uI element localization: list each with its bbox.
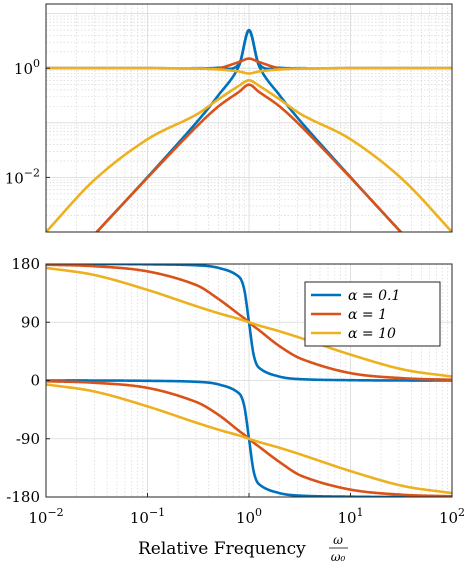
magnitude-y-tick-label: 100 xyxy=(14,57,40,78)
magnitude-series xyxy=(46,28,452,232)
magnitude-grid xyxy=(45,4,452,233)
series-line--10-low xyxy=(46,79,452,232)
x-tick-label: 102 xyxy=(439,506,465,527)
series-line--10-high xyxy=(46,66,452,75)
legend: α = 0.1 α = 1 α = 10 xyxy=(304,281,441,347)
magnitude-axes-frame xyxy=(45,3,453,233)
phase-y-tick-label: 0 xyxy=(30,372,40,390)
series-line--10-upper xyxy=(46,266,452,378)
legend-label: α = 10 xyxy=(348,326,396,342)
legend-label: α = 0.1 xyxy=(348,288,400,304)
phase-y-tick-label: 180 xyxy=(11,255,40,273)
series-line--10-lower xyxy=(46,383,452,495)
phase-y-tick-label: -180 xyxy=(6,488,40,506)
x-tick-label: 10−2 xyxy=(28,506,63,527)
legend-label: α = 1 xyxy=(348,307,387,323)
x-axis-label-numerator: ω xyxy=(333,533,343,547)
x-axis-label-text: Relative Frequency xyxy=(138,539,306,559)
phase-y-tick-label: 90 xyxy=(21,313,40,331)
series-line--1-low xyxy=(94,83,403,232)
x-tick-label: 10−1 xyxy=(130,506,165,527)
x-tick-label: 101 xyxy=(337,506,363,527)
phase-y-tick-label: -90 xyxy=(16,430,40,448)
x-axis-label-denominator: ω₀ xyxy=(331,550,346,564)
magnitude-panel: 100 10−2 xyxy=(5,3,453,233)
x-axis-label: Relative Frequency ω ω₀ xyxy=(138,533,348,564)
magnitude-y-tick-label: 10−2 xyxy=(5,166,40,187)
x-tick-label: 100 xyxy=(236,506,262,527)
